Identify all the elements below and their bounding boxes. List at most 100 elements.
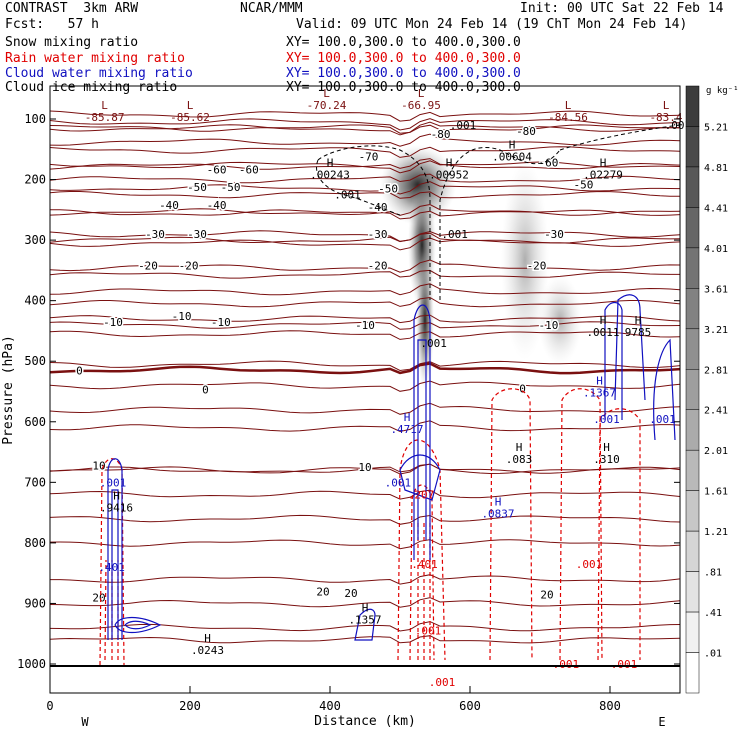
cloud-ice-contour (439, 146, 561, 300)
isotherm (50, 124, 680, 134)
field-name-snow: Snow mixing ratio (5, 35, 139, 50)
extremum-marker: H (596, 375, 603, 388)
isotherm-label: -60 (538, 157, 558, 170)
colorbar-label: 1.61 (704, 487, 728, 498)
isotherm (50, 283, 680, 296)
y-tick-label: 1000 (17, 657, 46, 671)
isotherm-label: 10 (92, 459, 105, 472)
extremum-marker: L (418, 87, 425, 100)
extremum-marker: L (565, 99, 572, 112)
isotherm-label: 20 (344, 587, 357, 600)
colorbar-swatch (685, 247, 700, 289)
x-axis-label: Distance (km) (314, 714, 416, 729)
extremum-marker: L (323, 87, 330, 100)
y-tick-label: 900 (24, 596, 46, 610)
colorbar-label: 3.21 (704, 325, 728, 336)
contour-value-label: .207 (408, 488, 435, 501)
snow-shading (380, 145, 582, 390)
isotherm-label: -60 (239, 163, 259, 176)
cloud-ice-contour (559, 124, 680, 151)
isotherm (50, 158, 680, 170)
contour-value-label: .001 (385, 476, 412, 489)
colorbar-label: .01 (704, 649, 722, 660)
cloud-water-contour (354, 608, 376, 641)
colorbar-label: .81 (704, 568, 722, 579)
extremum-value: .00243 (310, 169, 350, 182)
contour-value-label: .001 (441, 228, 468, 241)
colorbar: g kg⁻¹ 5.21 4.81 4.41 4.01 3.61 3.21 2.81 2.41 2.… (685, 85, 739, 694)
colorbar-label: 1.21 (704, 527, 728, 538)
colorbar-swatch (685, 490, 700, 532)
isotherm (50, 259, 680, 273)
extremum-marker: H (635, 314, 642, 327)
isotherm-label: 20 (316, 585, 329, 598)
isotherm-label: -50 (378, 183, 398, 196)
org-label: NCAR/MMM (240, 1, 303, 16)
y-tick-label: 700 (24, 475, 46, 489)
isotherm (50, 463, 680, 475)
model-title: CONTRAST 3km ARW (5, 1, 139, 16)
contour-value-label: .001 (649, 413, 676, 426)
extremum-marker: H (509, 138, 516, 151)
rain-contour (559, 388, 603, 661)
extremum-marker: H (603, 441, 610, 454)
isotherm-label: -10 (538, 319, 558, 332)
colorbar-swatch (685, 449, 700, 491)
extremum-marker: H (404, 411, 411, 424)
isotherm-label: 0 (519, 382, 526, 395)
isotherm (50, 296, 680, 308)
x-tick-label: 800 (599, 699, 621, 713)
isotherm-label: -30 (187, 228, 207, 241)
isotherm-label: -20 (368, 260, 388, 273)
isotherm (50, 402, 680, 415)
isotherm-label: -10 (355, 319, 375, 332)
colorbar-swatch (685, 652, 700, 694)
extremum-marker: H (204, 632, 211, 645)
extremum-marker: L (101, 99, 108, 112)
isotherm (50, 209, 680, 220)
extremum-value: -70.24 (307, 99, 347, 112)
isotherm (50, 146, 680, 158)
contour-value-label: .001 (593, 413, 620, 426)
isotherm (50, 181, 680, 195)
isotherm (50, 514, 680, 525)
y-tick-label: 200 (24, 173, 46, 187)
x-tick-label: 200 (179, 699, 201, 713)
colorbar-swatch (685, 328, 700, 370)
extremum-marker: H (495, 496, 502, 509)
extremum-value: .083 (506, 453, 533, 466)
isotherm-label: -80 (516, 125, 536, 138)
isotherm (50, 133, 680, 147)
isotherm (50, 118, 680, 131)
colorbar-label: .41 (704, 608, 722, 619)
extremum-value: -83.4 (649, 111, 682, 124)
contour-value-label: .401 (98, 561, 125, 574)
colorbar-swatch (685, 571, 700, 613)
isotherm (50, 489, 680, 500)
colorbar-label: 2.01 (704, 446, 728, 457)
colorbar-swatch (685, 288, 700, 330)
init-time: Init: 00 UTC Sat 22 Feb 14 (520, 1, 724, 16)
colorbar-swatch (685, 126, 700, 168)
isotherm (50, 321, 680, 330)
colorbar-swatch (685, 369, 700, 410)
extremum-marker: H (516, 441, 523, 454)
extremum-marker: L (663, 99, 670, 112)
colorbar-label: 4.41 (704, 203, 728, 214)
extremum-value: .310 (593, 453, 620, 466)
extremum-value: .4717 (390, 423, 423, 436)
contour-value-label: .001 (450, 119, 477, 132)
contour-value-label: .001 (420, 337, 447, 350)
y-tick-label: 600 (24, 415, 46, 429)
isotherm-label: -80 (431, 128, 451, 141)
colorbar-swatch (685, 530, 700, 572)
colorbar-unit: g kg⁻¹ (706, 86, 739, 96)
extremum-marker: H (362, 602, 369, 615)
isotherm (50, 230, 680, 242)
contour-value-label: .001 (429, 676, 456, 689)
temperature-contours: -80 -80-70-60 -60-60-50 -50 -50 -50-40 -40 -40-… (50, 110, 680, 644)
isotherm (50, 190, 680, 199)
west-end-label: W (81, 715, 89, 729)
